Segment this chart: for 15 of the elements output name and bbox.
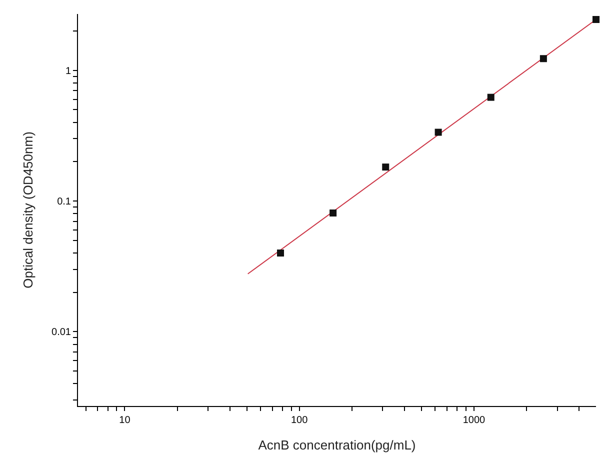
y-tick-label: 0.1 bbox=[57, 196, 72, 208]
y-tick-label: 1 bbox=[65, 66, 72, 77]
point bbox=[434, 128, 442, 136]
point bbox=[382, 164, 390, 171]
y-tick-label: 0.01 bbox=[52, 327, 72, 338]
point bbox=[592, 16, 600, 24]
x-tick-label: 10 bbox=[119, 415, 131, 426]
y-axis-title: Optical density (OD450nm) bbox=[20, 132, 36, 288]
point bbox=[540, 55, 547, 62]
x-tick-label: 100 bbox=[290, 415, 308, 426]
x-axis-title: AcnB concentration(pg/mL) bbox=[258, 438, 416, 453]
point bbox=[277, 250, 284, 257]
x-tick-label: 1000 bbox=[462, 415, 486, 426]
point bbox=[487, 94, 494, 101]
point bbox=[330, 209, 337, 216]
